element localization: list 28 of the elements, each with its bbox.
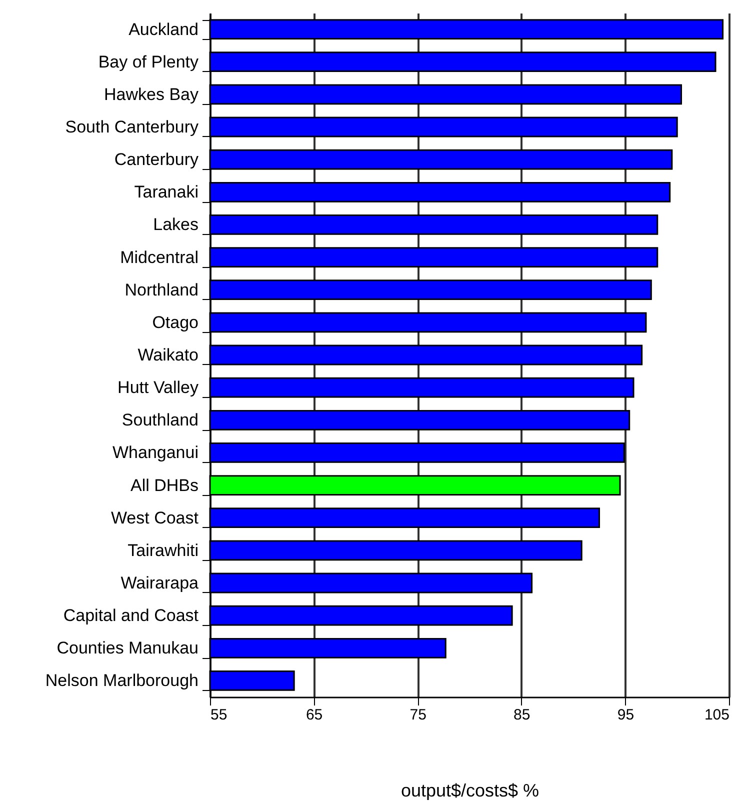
- x-tick-label: 65: [306, 706, 323, 724]
- y-tick-label: Nelson Marlborough: [45, 671, 198, 690]
- y-tick-label: West Coast: [110, 508, 199, 528]
- y-tick-label: Taranaki: [134, 182, 198, 202]
- x-tick-label: 95: [617, 706, 634, 724]
- y-tick-label: Canterbury: [114, 150, 199, 170]
- y-tick-label: Counties Manukau: [56, 638, 198, 658]
- x-axis-title: output$/costs$ %: [400, 780, 540, 800]
- x-tick-label: 105: [704, 706, 730, 724]
- x-tick-label: 75: [410, 706, 426, 724]
- y-tick-label: All DHBs: [130, 476, 198, 495]
- y-tick-label: Whanganui: [112, 443, 198, 462]
- y-tick-label: Auckland: [128, 20, 198, 39]
- y-tick-label: Hawkes Bay: [104, 84, 199, 104]
- y-tick-label: Capital and Coast: [63, 606, 199, 626]
- y-tick-label: Hutt Valley: [118, 378, 199, 398]
- x-tick-label: 85: [514, 706, 530, 724]
- y-tick-label: Northland: [124, 280, 198, 300]
- x-tick-label: 55: [210, 706, 228, 724]
- y-tick-label: Waikato: [138, 346, 198, 364]
- y-tick-label: Otago: [152, 312, 198, 332]
- y-tick-label: Lakes: [153, 215, 198, 234]
- y-tick-label: Wairarapa: [120, 574, 200, 592]
- y-tick-label: South Canterbury: [65, 118, 199, 136]
- y-tick-label: Bay of Plenty: [98, 52, 199, 72]
- y-tick-label: Midcentral: [120, 248, 198, 267]
- y-tick-label: Tairawhiti: [128, 540, 198, 560]
- y-tick-label: Southland: [122, 410, 198, 430]
